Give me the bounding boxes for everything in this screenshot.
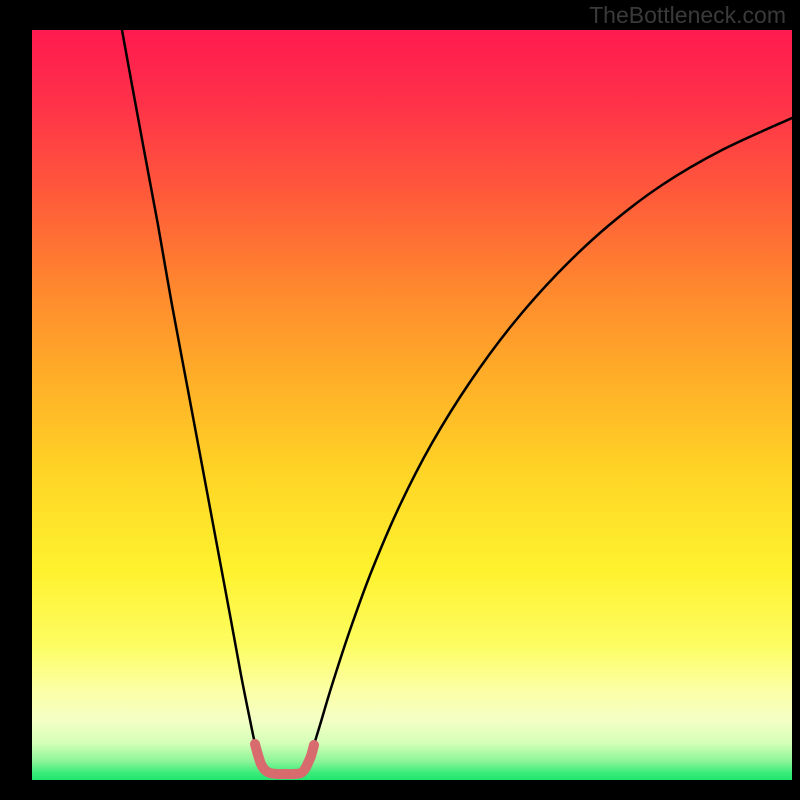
highlight-marker <box>282 770 290 778</box>
highlight-marker <box>251 740 259 748</box>
highlight-marker <box>274 770 282 778</box>
main-curve <box>122 30 792 772</box>
highlight-marker <box>266 769 274 777</box>
curve-layer <box>32 30 792 780</box>
chart-frame: TheBottleneck.com <box>0 0 800 800</box>
highlight-marker <box>310 741 318 749</box>
highlight-marker <box>307 752 315 760</box>
watermark-text: TheBottleneck.com <box>589 2 786 29</box>
plot-area <box>32 30 792 780</box>
highlight-marker <box>254 751 262 759</box>
